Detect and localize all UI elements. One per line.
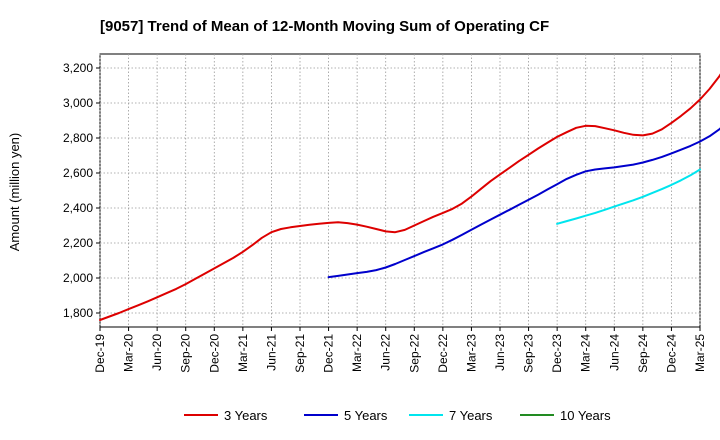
y-tick-label: 2,800 xyxy=(63,131,93,145)
x-tick-label: Sep-20 xyxy=(179,334,193,373)
x-axis-ticks: Dec-19 Mar-20 Jun-20 Sep-20 Dec-20 Mar-21 Jun-… xyxy=(93,327,707,373)
x-tick-label: Dec-19 xyxy=(93,334,107,373)
series-line-3-years xyxy=(99,73,720,321)
y-tick-label: 2,400 xyxy=(63,201,93,215)
x-tick-label: Sep-22 xyxy=(407,334,421,373)
x-tick-label: Jun-20 xyxy=(150,334,164,371)
y-tick-label: 3,200 xyxy=(63,61,93,75)
grid-lines xyxy=(99,54,701,327)
x-tick-label: Dec-20 xyxy=(207,334,221,373)
x-tick-label: Jun-22 xyxy=(379,334,393,371)
series-layer xyxy=(99,73,720,321)
y-tick-label: 1,800 xyxy=(63,306,93,320)
legend-label: 3 Years xyxy=(224,408,268,423)
x-tick-label: Dec-21 xyxy=(322,334,336,373)
plot-background xyxy=(100,54,700,327)
x-tick-label: Jun-21 xyxy=(264,334,278,371)
y-tick-label: 2,200 xyxy=(63,236,93,250)
legend-label: 10 Years xyxy=(560,408,611,423)
x-tick-label: Jun-24 xyxy=(607,334,621,371)
x-tick-label: Sep-23 xyxy=(522,334,536,373)
legend: 3 Years 5 Years 7 Years 10 Years xyxy=(184,408,611,423)
series-line-7-years xyxy=(556,168,701,225)
x-tick-label: Mar-23 xyxy=(464,334,478,372)
x-tick-label: Mar-21 xyxy=(236,334,250,372)
x-tick-label: Mar-22 xyxy=(350,334,364,372)
plot-area xyxy=(99,53,701,328)
y-tick-label: 2,600 xyxy=(63,166,93,180)
x-tick-label: Dec-22 xyxy=(436,334,450,373)
x-tick-label: Mar-25 xyxy=(693,334,707,372)
chart-title: [9057] Trend of Mean of 12-Month Moving … xyxy=(100,18,549,35)
x-tick-label: Dec-23 xyxy=(550,334,564,373)
x-tick-label: Jun-23 xyxy=(493,334,507,371)
y-axis-title: Amount (million yen) xyxy=(7,133,22,252)
legend-label: 7 Years xyxy=(449,408,493,423)
x-tick-label: Mar-24 xyxy=(579,334,593,372)
y-axis-ticks: 1,800 2,000 2,200 2,400 2,600 2,800 3,000 3,200 xyxy=(63,61,100,320)
x-tick-label: Dec-24 xyxy=(664,334,678,373)
legend-label: 5 Years xyxy=(344,408,388,423)
y-tick-label: 2,000 xyxy=(63,271,93,285)
y-tick-label: 3,000 xyxy=(63,96,93,110)
x-tick-label: Sep-21 xyxy=(293,334,307,373)
series-line-5-years xyxy=(327,127,720,279)
x-tick-label: Mar-20 xyxy=(122,334,136,372)
x-tick-label: Sep-24 xyxy=(636,334,650,373)
